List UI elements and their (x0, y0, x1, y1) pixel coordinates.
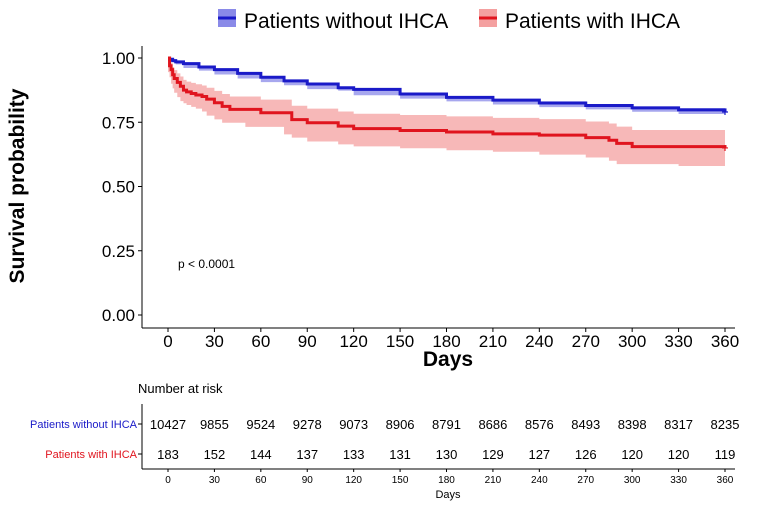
risk-count: 8791 (432, 417, 461, 432)
risk-count: 129 (482, 447, 504, 462)
risk-count: 9855 (200, 417, 229, 432)
risk-x-tick-label: 150 (392, 475, 409, 486)
risk-x-tick-label: 120 (345, 475, 362, 486)
risk-count: 120 (668, 447, 690, 462)
risk-x-tick-label: 30 (209, 475, 221, 486)
x-tick-label: 150 (386, 332, 414, 351)
risk-count: 8235 (711, 417, 740, 432)
y-tick-label: 1.00 (102, 49, 135, 68)
plot-axes: 0.00 0.25 0.50 0.75 1.00 0 30 60 90 120 150 180 210 2… (102, 46, 739, 351)
censor-mark (722, 144, 728, 151)
risk-count: 8576 (525, 417, 554, 432)
x-axis-title: Days (423, 348, 473, 371)
risk-row-label: Patients without IHCA (30, 419, 138, 431)
risk-table-x-title: Days (435, 489, 461, 501)
y-axis-title: Survival probability (6, 88, 29, 283)
risk-count: 9278 (293, 417, 322, 432)
risk-row-label: Patients with IHCA (45, 449, 137, 461)
risk-count: 131 (389, 447, 411, 462)
risk-count: 8317 (664, 417, 693, 432)
risk-x-tick-label: 360 (717, 475, 734, 486)
y-tick-label: 0.25 (102, 242, 135, 261)
survival-curve-without-ihca (168, 56, 727, 112)
x-tick-label: 90 (298, 332, 317, 351)
risk-x-tick-label: 90 (302, 475, 314, 486)
x-tick-label: 270 (572, 332, 600, 351)
x-tick-label: 240 (525, 332, 553, 351)
legend-item-without-ihca: Patients without IHCA (218, 9, 448, 33)
risk-count: 127 (528, 447, 550, 462)
risk-x-tick-label: 240 (531, 475, 548, 486)
risk-count: 8398 (618, 417, 647, 432)
y-tick-label: 0.50 (102, 178, 135, 197)
risk-count: 9524 (246, 417, 275, 432)
censor-mark (722, 108, 728, 115)
risk-count: 10427 (150, 417, 186, 432)
legend-label: Patients with IHCA (505, 10, 680, 33)
risk-count: 119 (715, 447, 736, 462)
risk-count: 130 (436, 447, 458, 462)
risk-count: 133 (343, 447, 365, 462)
risk-count: 183 (157, 447, 179, 462)
x-tick-label: 180 (432, 332, 460, 351)
risk-count: 120 (621, 447, 643, 462)
risk-count: 8906 (386, 417, 415, 432)
x-tick-label: 330 (664, 332, 692, 351)
x-tick-label: 0 (163, 332, 172, 351)
x-tick-label: 300 (618, 332, 646, 351)
survival-curves (168, 56, 728, 151)
legend-label: Patients without IHCA (244, 10, 448, 33)
x-tick-label: 120 (339, 332, 367, 351)
y-tick-label: 0.00 (102, 306, 135, 325)
x-tick-label: 360 (711, 332, 739, 351)
legend: Patients without IHCA Patients with IHCA (218, 9, 680, 33)
x-tick-label: 60 (251, 332, 270, 351)
risk-count: 8686 (478, 417, 507, 432)
risk-x-tick-label: 330 (670, 475, 687, 486)
risk-x-tick-label: 180 (438, 475, 455, 486)
legend-item-with-ihca: Patients with IHCA (479, 9, 680, 33)
risk-x-tick-label: 210 (485, 475, 502, 486)
risk-count: 144 (250, 447, 272, 462)
risk-x-tick-label: 60 (255, 475, 267, 486)
y-tick-label: 0.75 (102, 113, 135, 132)
risk-table: Patients without IHCA 10427 9855 9524 9278 90… (30, 404, 739, 486)
x-tick-label: 210 (479, 332, 507, 351)
risk-x-tick-label: 270 (577, 475, 594, 486)
x-tick-label: 30 (205, 332, 224, 351)
risk-count: 9073 (339, 417, 368, 432)
survival-curve-with-ihca (168, 56, 727, 149)
risk-count: 152 (204, 447, 226, 462)
risk-count: 8493 (571, 417, 600, 432)
risk-count: 137 (296, 447, 318, 462)
risk-x-tick-label: 0 (165, 475, 171, 486)
p-value-annotation: p < 0.0001 (178, 257, 235, 271)
risk-x-tick-label: 300 (624, 475, 641, 486)
risk-table-title: Number at risk (138, 381, 223, 396)
risk-count: 126 (575, 447, 597, 462)
